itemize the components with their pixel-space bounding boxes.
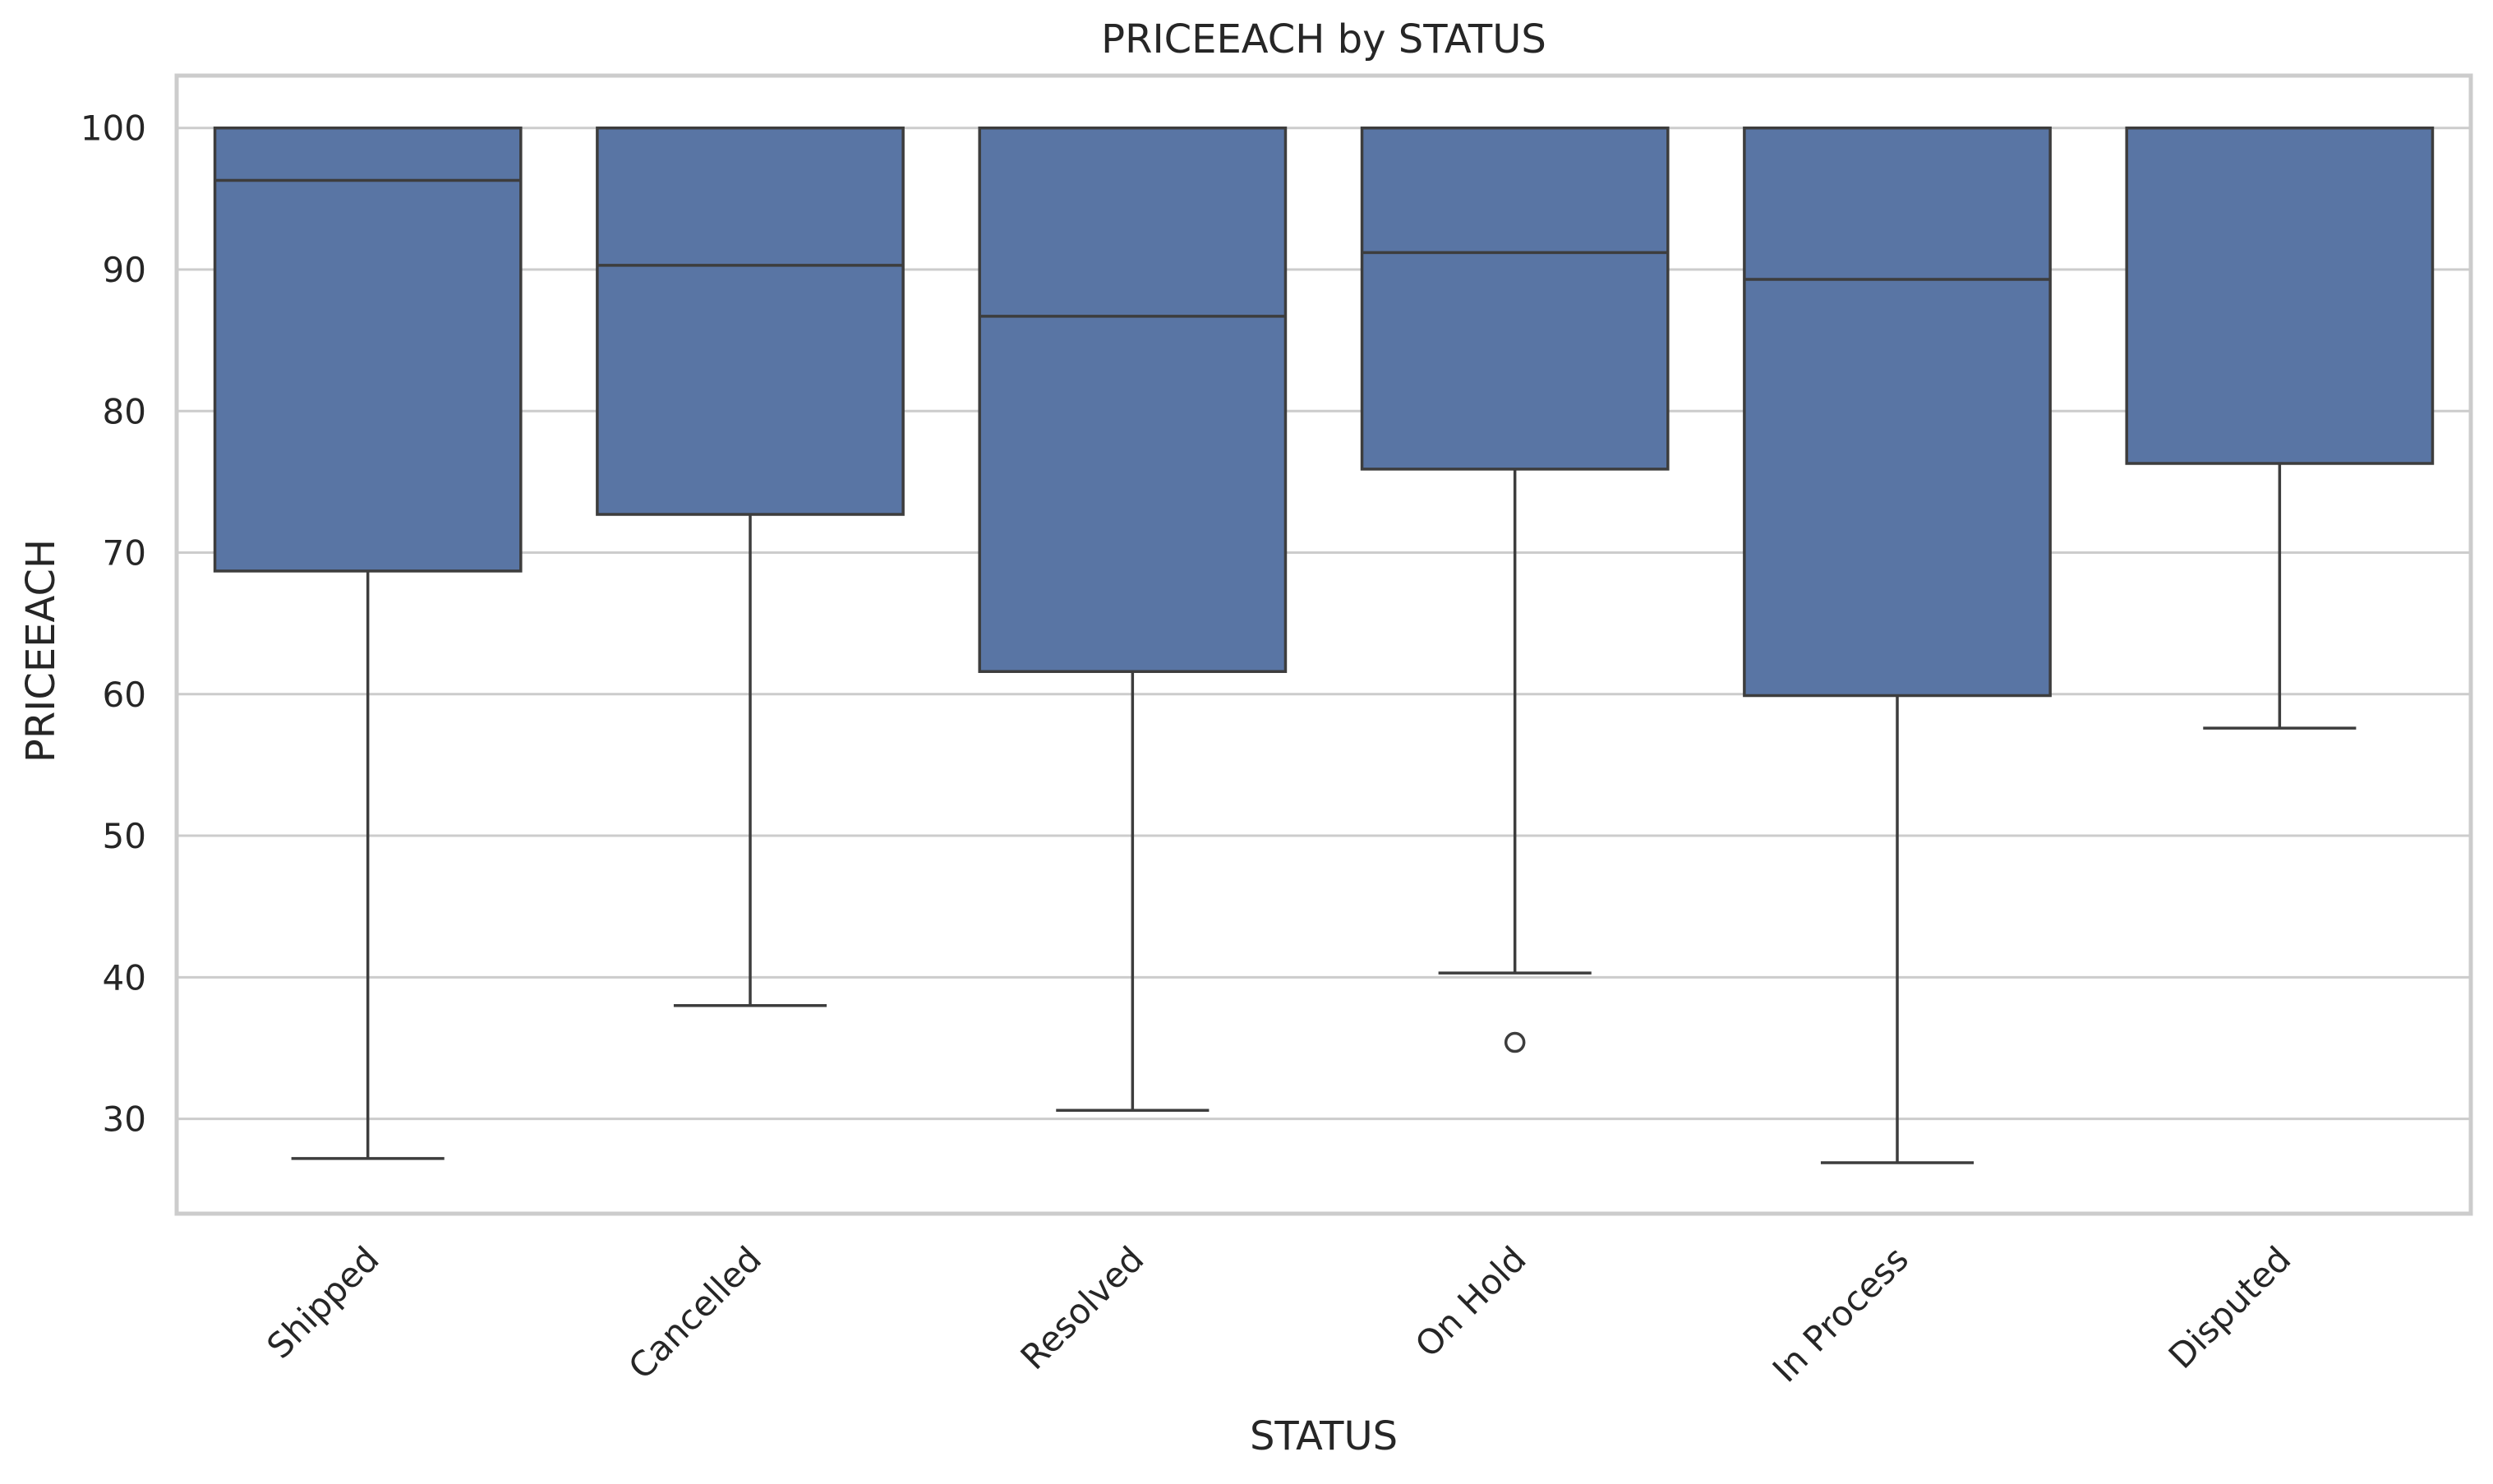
box-group [213,126,523,1160]
box-group [596,126,905,1007]
iqr-box [213,126,523,573]
y-tick-label: 100 [81,108,146,149]
iqr-box [1360,126,1670,471]
plot-frame [174,73,2473,1216]
iqr-box [978,126,1288,673]
y-tick-label: 90 [103,250,146,290]
boxes [213,126,2435,1164]
chart-title: PRICEEACH by STATUS [1101,16,1546,62]
y-tick-label: 40 [103,957,146,998]
x-axis-title: STATUS [1250,1413,1398,1459]
y-tick-labels: 30 40 50 60 70 80 90 100 [81,108,146,1140]
box-group [978,126,1288,1112]
box-group [2125,126,2435,730]
y-tick-label: 70 [103,533,146,574]
box-group [1743,126,2052,1164]
outlier-point [1504,1031,1526,1053]
iqr-box [596,126,905,516]
iqr-box [2125,126,2435,465]
box-group [1360,126,1670,1053]
gridlines [177,127,2471,1121]
y-axis-title: PRICEEACH [18,539,64,763]
y-tick-label: 60 [103,675,146,715]
iqr-box [1743,126,2052,698]
y-tick-label: 80 [103,391,146,431]
y-tick-label: 50 [103,816,146,856]
y-tick-label: 30 [103,1099,146,1140]
